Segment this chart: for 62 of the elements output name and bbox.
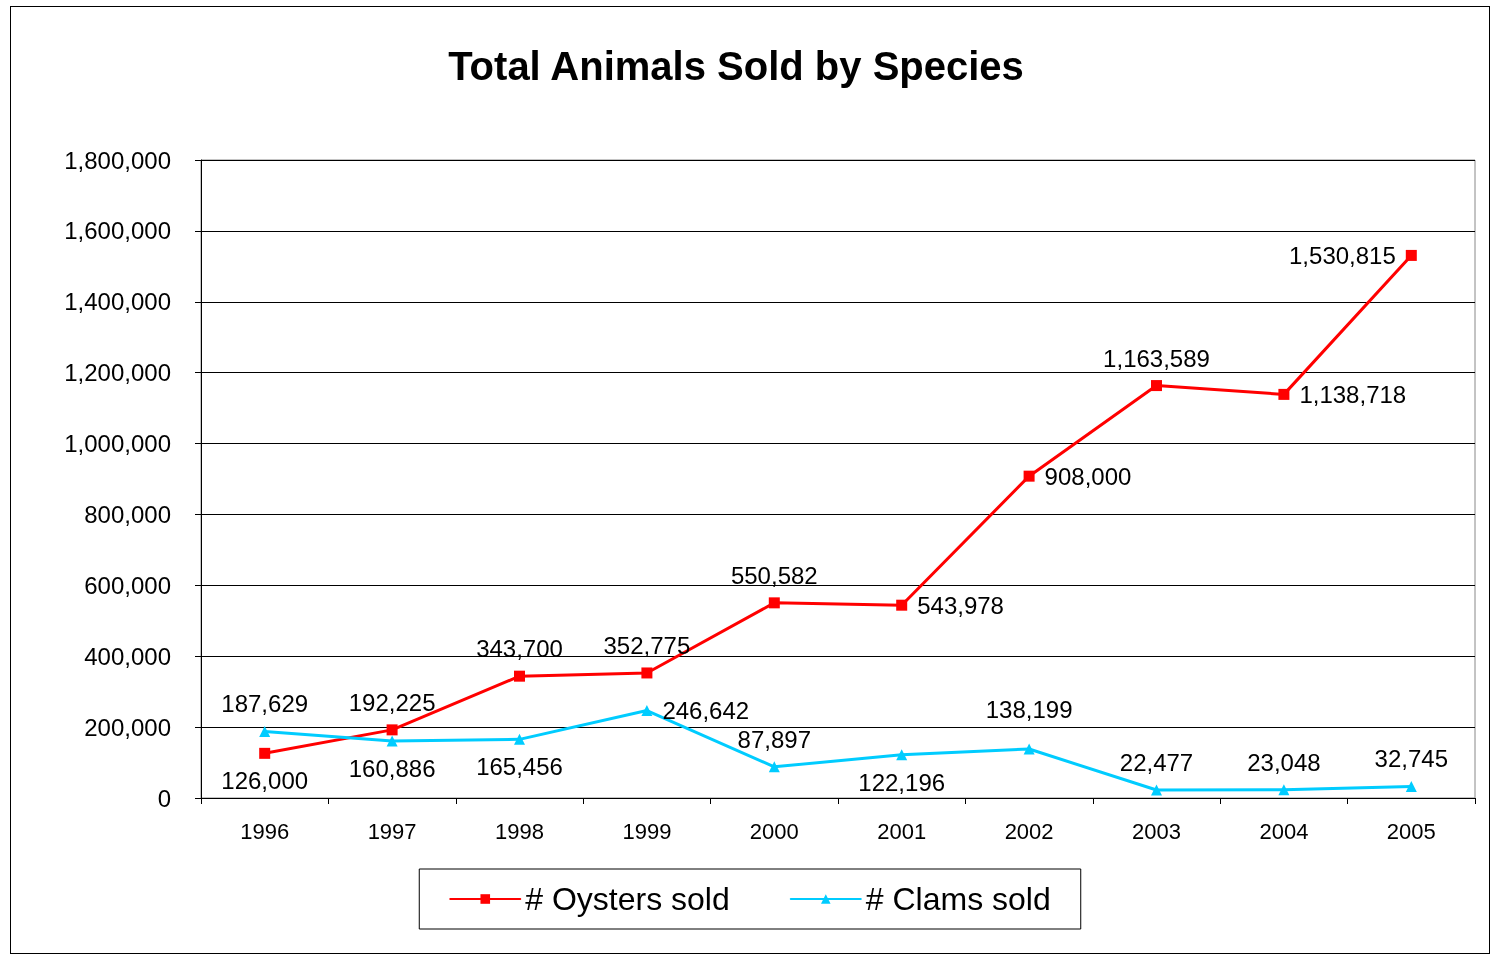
x-tick-label: 2004 xyxy=(1259,818,1309,844)
y-tick-label: 1,800,000 xyxy=(64,146,171,174)
y-tick-label: 1,200,000 xyxy=(64,359,171,387)
x-tick-label: 2002 xyxy=(1004,818,1054,844)
data-label: 550,582 xyxy=(730,561,818,589)
data-label: 23,048 xyxy=(1247,748,1321,776)
point xyxy=(768,761,780,773)
data-label: 126,000 xyxy=(221,767,309,795)
point xyxy=(514,670,525,682)
point xyxy=(386,735,398,747)
data-label: 165,456 xyxy=(476,753,563,781)
chart-title: Total Animals Sold by Species xyxy=(448,44,1024,88)
point xyxy=(386,724,398,736)
data-label: 1,163,589 xyxy=(1103,344,1210,372)
x-tick-label: 2005 xyxy=(1386,818,1436,844)
point xyxy=(1405,780,1417,792)
x-tick-label: 2003 xyxy=(1132,818,1181,844)
point xyxy=(896,599,908,611)
data-label: 1,138,718 xyxy=(1299,380,1407,408)
data-label: 22,477 xyxy=(1119,749,1194,777)
data-label: 187,629 xyxy=(221,690,309,718)
y-tick-label: 1,600,000 xyxy=(64,217,171,245)
data-label: 138,199 xyxy=(985,696,1073,724)
point xyxy=(1151,380,1162,392)
data-label: 352,775 xyxy=(603,631,691,659)
data-label: 87,897 xyxy=(737,725,811,753)
point xyxy=(1151,784,1162,796)
point xyxy=(1405,249,1417,261)
point xyxy=(1023,470,1035,482)
point xyxy=(1023,743,1035,755)
point xyxy=(896,749,908,761)
x-tick-label: 1998 xyxy=(495,818,544,844)
y-tick-label: 1,400,000 xyxy=(64,288,171,316)
x-tick-label: 1999 xyxy=(622,818,672,844)
point xyxy=(514,733,525,745)
x-tick-label: 1996 xyxy=(240,818,290,844)
y-tick-label: 200,000 xyxy=(84,713,171,741)
data-label: 160,886 xyxy=(348,754,436,782)
y-tick-label: 600,000 xyxy=(84,571,171,599)
data-label: 543,978 xyxy=(917,591,1004,619)
data-label: 908,000 xyxy=(1044,462,1132,490)
y-tick-label: 1,000,000 xyxy=(64,430,171,458)
data-label: 1,530,815 xyxy=(1289,241,1396,269)
y-tick-label: 400,000 xyxy=(84,642,171,670)
point xyxy=(259,747,271,759)
x-tick-label: 2000 xyxy=(749,818,799,844)
point xyxy=(768,597,780,609)
point xyxy=(1278,784,1290,796)
point xyxy=(1278,388,1290,400)
x-tick-label: 2001 xyxy=(877,818,927,844)
y-tick-label: 800,000 xyxy=(84,500,171,528)
point xyxy=(641,705,653,717)
x-tick-label: 1997 xyxy=(367,818,417,844)
legend-label: # Clams sold xyxy=(865,881,1051,917)
point xyxy=(259,726,271,737)
data-label: 246,642 xyxy=(662,697,750,725)
data-label: 192,225 xyxy=(348,688,436,716)
data-label: 32,745 xyxy=(1374,745,1448,773)
legend-label: # Oysters sold xyxy=(525,881,730,917)
data-label: 122,196 xyxy=(858,768,946,796)
y-tick-label: 0 xyxy=(157,784,171,812)
point xyxy=(641,667,653,679)
